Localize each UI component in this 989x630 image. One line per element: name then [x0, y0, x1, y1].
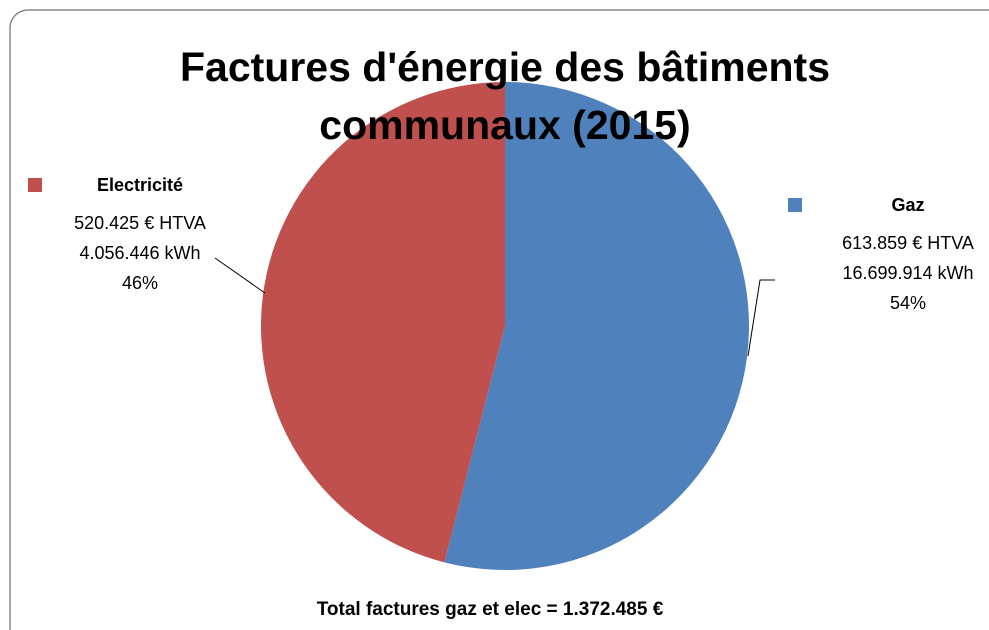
detail-label: 4.056.446 kWh: [79, 243, 200, 263]
detail-label: 16.699.914 kWh: [842, 263, 973, 283]
detail-label: 520.425 € HTVA: [74, 213, 206, 233]
value-label: 46%: [122, 273, 158, 293]
chart-title: communaux (2015): [319, 102, 690, 148]
pie-slice: [444, 82, 749, 571]
value-label: 54%: [890, 293, 926, 313]
legend-swatch: [788, 198, 802, 212]
leader-line: [214, 257, 266, 294]
footnote: Total factures gaz et elec = 1.372.485 €: [317, 599, 664, 620]
pie-slice: [261, 82, 505, 563]
category-label: Gaz: [891, 195, 924, 215]
leader-line: [747, 279, 775, 357]
legend-swatch: [28, 178, 42, 192]
chart-title: Factures d'énergie des bâtiments: [180, 44, 830, 90]
pie: [261, 82, 749, 571]
category-label: Electricité: [97, 175, 183, 195]
detail-label: 613.859 € HTVA: [842, 233, 974, 253]
